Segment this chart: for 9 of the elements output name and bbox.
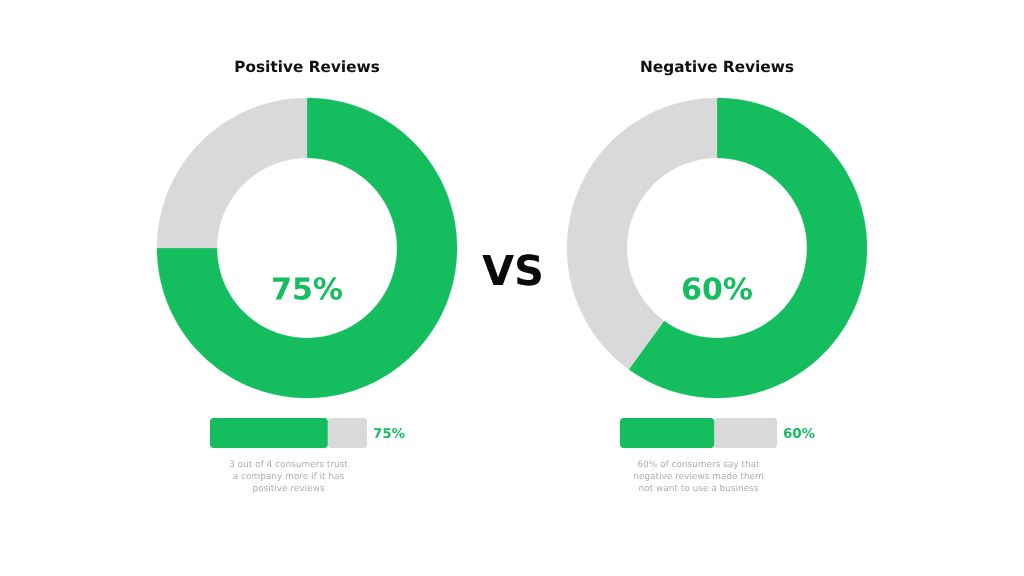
data-label: 60% [682, 277, 752, 300]
text: VS [482, 254, 541, 286]
text: 75% [373, 427, 405, 439]
text: 60% of consumers say that negative reviews made them not want to use a business [634, 460, 763, 492]
text: 60% [783, 427, 815, 439]
chart-title: Negative Reviews [641, 60, 794, 76]
data-label: 75% [273, 277, 342, 300]
chart-title: Positive Reviews [235, 60, 380, 73]
text: 3 out of 4 consumers trust a company more if it has positive reviews [229, 460, 348, 493]
